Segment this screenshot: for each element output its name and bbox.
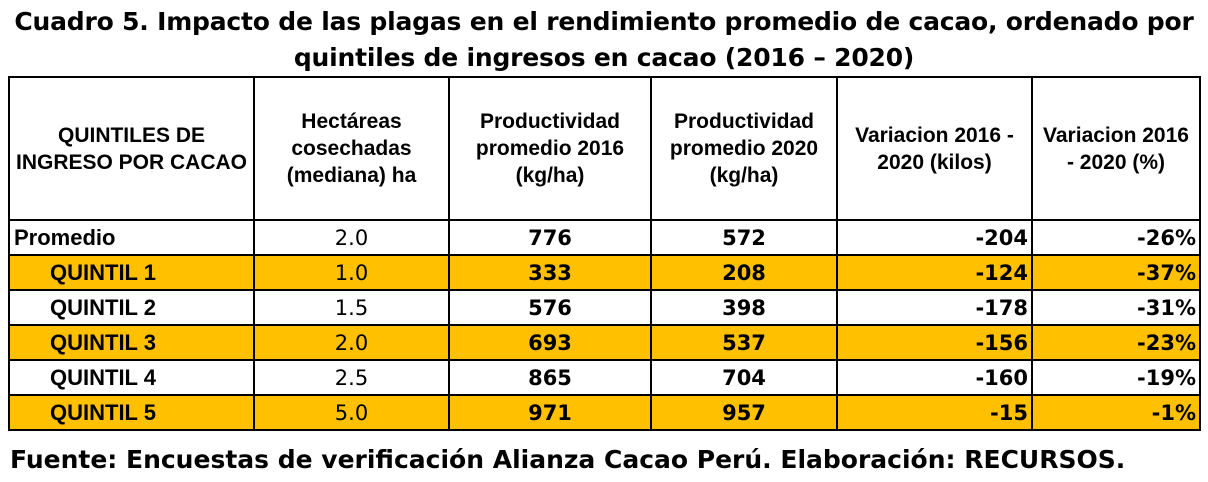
cell-variacion-pct: -23%	[1031, 324, 1201, 361]
row-name: QUINTIL 3	[8, 324, 255, 361]
source-note: Fuente: Encuestas de verificación Alianz…	[10, 445, 1126, 474]
table-row: QUINTIL 4 2.5 865 704 -160 -19%	[8, 359, 1201, 396]
cell-productividad-2016: 865	[448, 359, 652, 396]
cell-variacion-kilos: -15	[836, 394, 1033, 431]
header-productividad-2016: Productividad promedio 2016 (kg/ha)	[448, 76, 652, 221]
cell-productividad-2016: 576	[448, 289, 652, 326]
header-hectareas: Hectáreas cosechadas (mediana) ha	[253, 76, 450, 221]
cell-hectareas: 5.0	[253, 394, 450, 431]
table-row: QUINTIL 3 2.0 693 537 -156 -23%	[8, 324, 1201, 361]
row-name: QUINTIL 5	[8, 394, 255, 431]
table-row: QUINTIL 5 5.0 971 957 -15 -1%	[8, 394, 1201, 431]
row-name: QUINTIL 2	[8, 289, 255, 326]
cell-productividad-2016: 693	[448, 324, 652, 361]
cell-hectareas: 1.5	[253, 289, 450, 326]
cell-variacion-pct: -19%	[1031, 359, 1201, 396]
cell-productividad-2020: 398	[650, 289, 838, 326]
table-row: Promedio 2.0 776 572 -204 -26%	[8, 219, 1201, 256]
table-row: QUINTIL 2 1.5 576 398 -178 -31%	[8, 289, 1201, 326]
cell-productividad-2020: 208	[650, 254, 838, 291]
cell-hectareas: 2.5	[253, 359, 450, 396]
cell-variacion-kilos: -156	[836, 324, 1033, 361]
cell-hectareas: 2.0	[253, 219, 450, 256]
header-quintiles: QUINTILES DE INGRESO POR CACAO	[8, 76, 255, 221]
data-table: QUINTILES DE INGRESO POR CACAO Hectáreas…	[8, 76, 1201, 431]
header-productividad-2020: Productividad promedio 2020 (kg/ha)	[650, 76, 838, 221]
header-variacion-kilos: Variacion 2016 - 2020 (kilos)	[836, 76, 1033, 221]
header-row: QUINTILES DE INGRESO POR CACAO Hectáreas…	[8, 76, 1201, 221]
row-name: QUINTIL 4	[8, 359, 255, 396]
table-row: QUINTIL 1 1.0 333 208 -124 -37%	[8, 254, 1201, 291]
cell-productividad-2016: 971	[448, 394, 652, 431]
cell-variacion-pct: -37%	[1031, 254, 1201, 291]
cell-productividad-2020: 537	[650, 324, 838, 361]
cell-hectareas: 1.0	[253, 254, 450, 291]
row-name: Promedio	[8, 219, 255, 256]
cell-variacion-pct: -31%	[1031, 289, 1201, 326]
cell-productividad-2020: 572	[650, 219, 838, 256]
cell-productividad-2020: 704	[650, 359, 838, 396]
cell-variacion-kilos: -124	[836, 254, 1033, 291]
cell-variacion-pct: -26%	[1031, 219, 1201, 256]
row-name: QUINTIL 1	[8, 254, 255, 291]
cell-variacion-pct: -1%	[1031, 394, 1201, 431]
cell-variacion-kilos: -160	[836, 359, 1033, 396]
cell-hectareas: 2.0	[253, 324, 450, 361]
cell-productividad-2020: 957	[650, 394, 838, 431]
cell-productividad-2016: 776	[448, 219, 652, 256]
cell-variacion-kilos: -204	[836, 219, 1033, 256]
table-title: Cuadro 5. Impacto de las plagas en el re…	[14, 7, 1194, 72]
cell-productividad-2016: 333	[448, 254, 652, 291]
header-variacion-pct: Variacion 2016 - 2020 (%)	[1031, 76, 1201, 221]
cell-variacion-kilos: -178	[836, 289, 1033, 326]
